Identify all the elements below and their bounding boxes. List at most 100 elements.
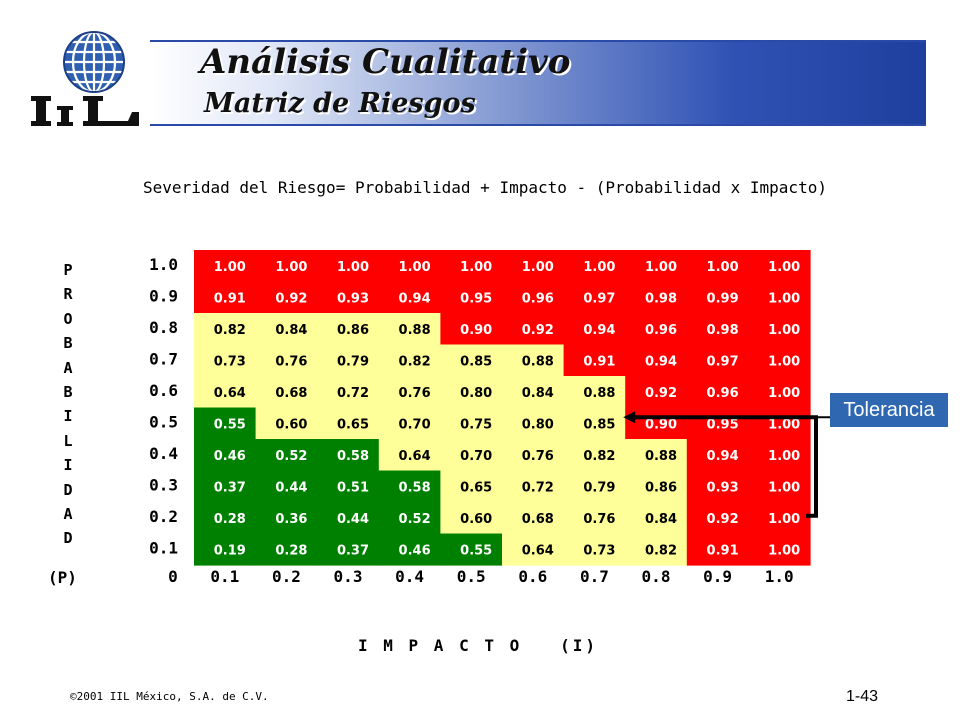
cell-value: 0.94 bbox=[583, 323, 615, 338]
y-tick-label: 0.6 bbox=[149, 381, 178, 400]
cell-value: 0.95 bbox=[707, 417, 739, 432]
cell-value: 0.28 bbox=[275, 543, 307, 558]
iil-logo bbox=[28, 26, 158, 138]
cell-value: 0.99 bbox=[707, 291, 739, 306]
cell-value: 1.00 bbox=[768, 386, 800, 401]
cell-value: 0.75 bbox=[460, 417, 492, 432]
tolerance-line bbox=[631, 415, 818, 518]
cell-value: 0.82 bbox=[583, 449, 615, 464]
matrix-cell bbox=[502, 533, 565, 566]
matrix-cell bbox=[625, 281, 688, 314]
matrix-cell bbox=[255, 439, 318, 472]
cell-value: 0.72 bbox=[337, 386, 369, 401]
matrix-cell bbox=[378, 502, 441, 535]
logo-letters bbox=[31, 96, 139, 126]
matrix-cell bbox=[378, 470, 441, 503]
y-tick-label: 0.8 bbox=[149, 318, 178, 337]
matrix-cell bbox=[686, 502, 749, 535]
cell-value: 0.90 bbox=[645, 417, 677, 432]
cell-value: 0.96 bbox=[707, 386, 739, 401]
matrix-cell bbox=[255, 533, 318, 566]
cell-value: 1.00 bbox=[337, 260, 369, 275]
matrix-cell bbox=[748, 470, 811, 503]
matrix-cell bbox=[502, 344, 565, 377]
matrix-cell bbox=[563, 376, 626, 409]
cell-value: 0.76 bbox=[399, 386, 431, 401]
cell-value: 0.84 bbox=[522, 386, 554, 401]
y-tick-label: 0.1 bbox=[149, 539, 178, 558]
matrix-cell bbox=[686, 344, 749, 377]
matrix-cell bbox=[255, 470, 318, 503]
probabilidad-letter: P bbox=[63, 261, 73, 279]
cell-value: 0.72 bbox=[522, 480, 554, 495]
cell-value: 0.65 bbox=[337, 417, 369, 432]
cell-value: 0.90 bbox=[460, 323, 492, 338]
probabilidad-letter: I bbox=[63, 456, 73, 475]
probabilidad-letter: A bbox=[63, 358, 73, 377]
matrix-cell bbox=[563, 439, 626, 472]
matrix-cell bbox=[255, 250, 318, 283]
cell-value: 0.91 bbox=[583, 354, 615, 369]
matrix-cell bbox=[625, 502, 688, 535]
probabilidad-letter: R bbox=[63, 285, 73, 304]
cell-value: 1.00 bbox=[707, 260, 739, 275]
cell-value: 0.97 bbox=[707, 354, 739, 369]
cell-value: 1.00 bbox=[768, 323, 800, 338]
matrix-cell bbox=[686, 470, 749, 503]
cell-value: 0.84 bbox=[275, 323, 307, 338]
matrix-cell bbox=[440, 407, 503, 440]
cell-value: 1.00 bbox=[768, 291, 800, 306]
cell-value: 0.58 bbox=[399, 480, 431, 495]
cell-value: 0.91 bbox=[214, 291, 246, 306]
matrix-cell bbox=[440, 533, 503, 566]
x-tick-label: 0.6 bbox=[518, 567, 547, 586]
matrix-cell bbox=[625, 407, 688, 440]
matrix-cell bbox=[378, 313, 441, 346]
globe-icon bbox=[31, 31, 139, 126]
cell-value: 0.96 bbox=[522, 291, 554, 306]
cell-value: 0.93 bbox=[337, 291, 369, 306]
cell-value: 1.00 bbox=[460, 260, 492, 275]
matrix-cell bbox=[563, 502, 626, 535]
matrix-cell bbox=[194, 502, 257, 535]
matrix-cell bbox=[317, 376, 380, 409]
cell-value: 0.76 bbox=[275, 354, 307, 369]
matrix-cell bbox=[563, 281, 626, 314]
cell-value: 0.86 bbox=[645, 480, 677, 495]
matrix-cell bbox=[686, 376, 749, 409]
cell-value: 0.93 bbox=[707, 480, 739, 495]
cell-value: 0.92 bbox=[707, 512, 739, 527]
matrix-cell bbox=[502, 250, 565, 283]
cell-value: 0.68 bbox=[522, 512, 554, 527]
copyright-footer: ©2001 IIL México, S.A. de C.V. bbox=[70, 690, 269, 703]
cell-value: 1.00 bbox=[522, 260, 554, 275]
cell-value: 0.79 bbox=[583, 480, 615, 495]
matrix-cell bbox=[255, 344, 318, 377]
cell-value: 0.37 bbox=[214, 480, 246, 495]
matrix-cell bbox=[748, 344, 811, 377]
cell-value: 0.97 bbox=[583, 291, 615, 306]
matrix-cell bbox=[502, 376, 565, 409]
matrix-cell bbox=[440, 281, 503, 314]
matrix-cell bbox=[502, 439, 565, 472]
matrix-cell bbox=[255, 407, 318, 440]
cell-value: 0.82 bbox=[399, 354, 431, 369]
x-tick-label: 0.7 bbox=[580, 567, 609, 586]
matrix-cell bbox=[748, 407, 811, 440]
cell-value: 1.00 bbox=[214, 260, 246, 275]
matrix-cell bbox=[748, 439, 811, 472]
severity-formula: Severidad del Riesgo= Probabilidad + Imp… bbox=[143, 178, 827, 197]
matrix-cell bbox=[563, 313, 626, 346]
cell-value: 0.44 bbox=[275, 480, 307, 495]
probabilidad-letter: B bbox=[63, 383, 73, 402]
matrix-cell bbox=[686, 250, 749, 283]
cell-value: 1.00 bbox=[645, 260, 677, 275]
cell-value: 0.76 bbox=[583, 512, 615, 527]
cell-value: 0.85 bbox=[583, 417, 615, 432]
cell-value: 0.64 bbox=[522, 543, 554, 558]
cell-value: 0.96 bbox=[645, 323, 677, 338]
cell-value: 0.86 bbox=[337, 323, 369, 338]
cell-value: 0.94 bbox=[399, 291, 431, 306]
